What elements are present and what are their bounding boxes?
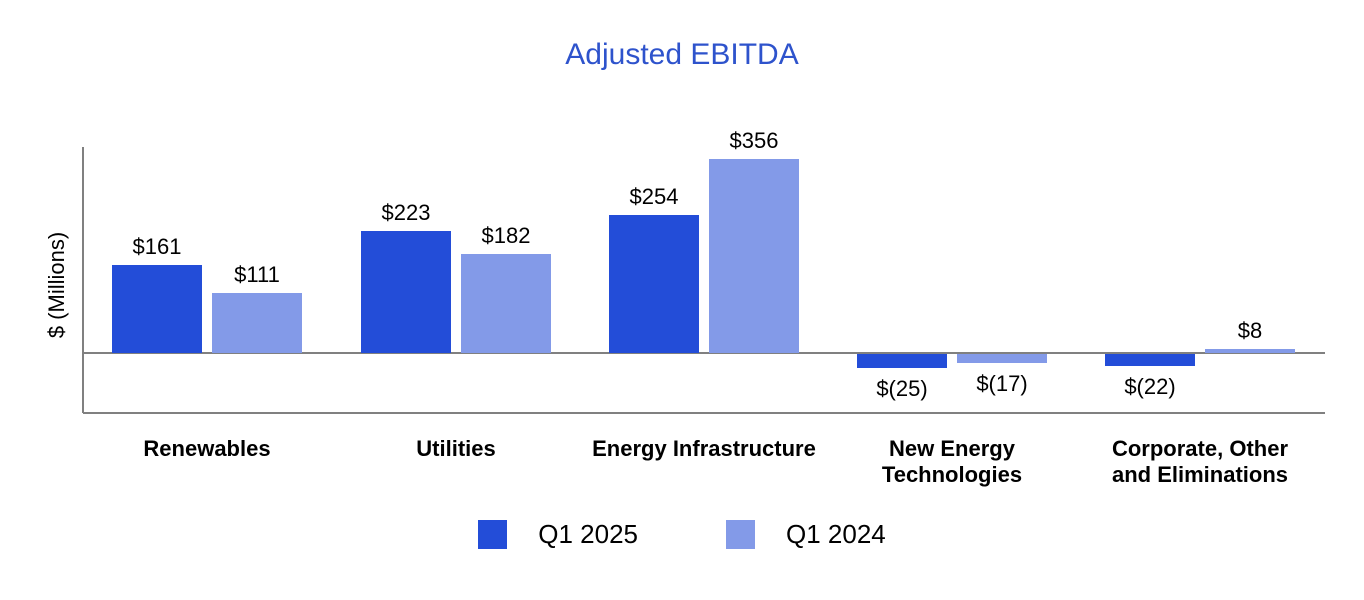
bar-q1-2024	[461, 253, 551, 353]
zero-gridline	[83, 352, 1325, 354]
x-axis-line	[83, 412, 1325, 414]
bar-value-label: $(22)	[1124, 373, 1176, 399]
bar-value-label: $182	[481, 222, 531, 248]
legend-item-q1-2025: Q1 2025	[478, 519, 638, 550]
bar-value-label: $254	[629, 183, 679, 209]
legend-label-q1-2025: Q1 2025	[538, 519, 638, 549]
category-label: New Energy Technologies	[881, 436, 1023, 487]
category-label: Corporate, Other and Eliminations	[1111, 436, 1289, 487]
category-label: Energy Infrastructure	[592, 436, 816, 461]
legend: Q1 2025 Q1 2024	[0, 519, 1364, 550]
bar-q1-2025	[857, 354, 947, 368]
bar-q1-2024	[1205, 348, 1295, 353]
bar-value-label: $(17)	[976, 371, 1028, 397]
legend-label-q1-2024: Q1 2024	[786, 519, 886, 549]
bar-value-label: $161	[132, 234, 182, 260]
legend-swatch-q1-2025	[478, 520, 508, 549]
bar-q1-2024	[709, 158, 799, 353]
bar-q1-2024	[957, 354, 1047, 364]
legend-swatch-q1-2024	[726, 520, 755, 549]
bar-q1-2025	[609, 214, 699, 353]
chart-title: Adjusted EBITDA	[565, 38, 799, 71]
category-label: Utilities	[416, 436, 496, 461]
bar-q1-2025	[112, 265, 202, 353]
bar-q1-2024	[212, 292, 302, 353]
legend-item-q1-2024: Q1 2024	[726, 519, 886, 550]
bar-value-label: $8	[1237, 317, 1263, 343]
bar-value-label: $356	[729, 127, 779, 153]
y-axis-title: $ (Millions)	[44, 231, 69, 339]
bar-value-label: $111	[234, 261, 280, 287]
bar-q1-2025	[1105, 354, 1195, 366]
y-axis-line	[82, 147, 84, 413]
bar-value-label: $(25)	[876, 375, 928, 401]
category-label: Renewables	[143, 436, 271, 461]
bar-value-label: $223	[381, 200, 431, 226]
bar-q1-2025	[361, 231, 451, 353]
